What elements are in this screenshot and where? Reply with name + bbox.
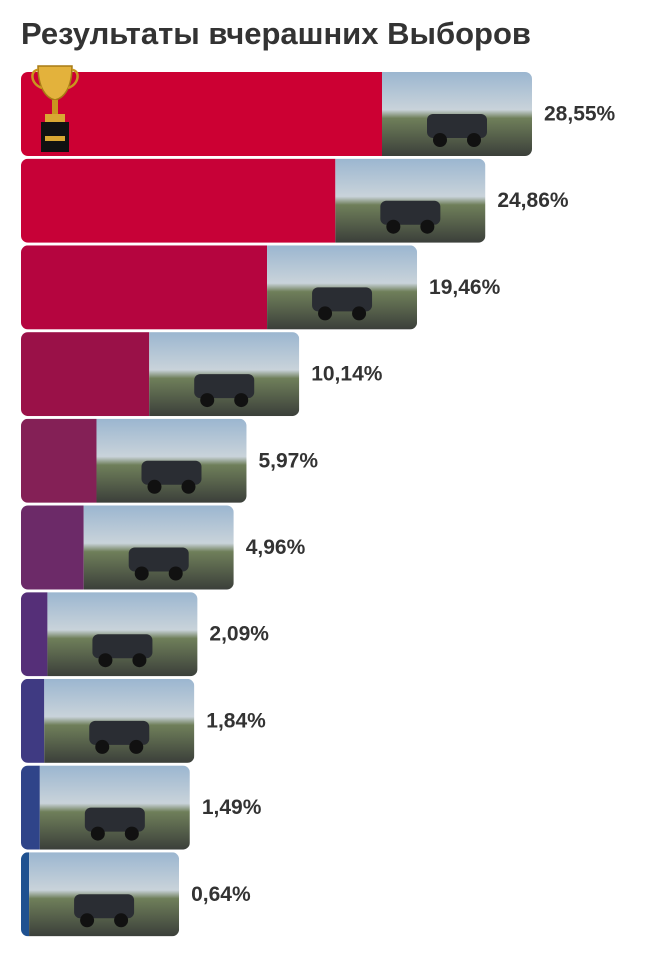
bar [21,592,48,677]
trophy-handles [31,68,79,90]
bar-group [21,418,247,503]
car-body [427,114,487,138]
wheel [352,306,367,321]
wheel [129,739,144,754]
wheel [181,479,196,494]
bar [21,765,40,850]
wheel [98,653,113,668]
wheel [95,739,110,754]
bar [21,505,84,590]
value-label: 1,49% [202,796,262,819]
trophy-plate [45,136,65,141]
wheel [386,219,401,234]
car-body [128,547,189,572]
trophy-top-base [45,114,65,122]
bar-group [21,765,190,850]
car-body [92,634,153,659]
bar [21,72,382,156]
value-label: 1,84% [206,709,266,732]
bar [21,418,97,503]
wheel [134,566,149,581]
wheel [234,393,249,408]
car-body [74,894,135,919]
car-body [194,374,255,399]
wheel [200,393,215,408]
bar-group [21,505,234,590]
bar [21,678,45,763]
wheel [420,219,435,234]
value-label: 4,96% [246,536,306,559]
value-label: 28,55% [544,103,616,126]
bar [21,332,150,417]
trophy-cup [37,65,73,101]
bar [21,158,336,243]
bar-group [21,72,532,156]
bar [21,852,30,937]
wheel [132,653,147,668]
wheel [114,913,129,928]
value-label: 19,46% [429,276,501,299]
wheel [168,566,183,581]
bar-group [21,332,300,417]
chart-title: Результаты вчерашних Выборов [21,16,531,51]
wheel [318,306,333,321]
car-body [84,807,145,832]
bar-group [21,852,180,937]
bar-group [21,245,418,330]
value-label: 10,14% [311,363,383,386]
value-label: 2,09% [209,623,269,646]
wheel [80,913,95,928]
car-body [380,200,441,225]
value-label: 0,64% [191,883,251,906]
wheel [433,133,447,147]
bar-group [21,158,486,243]
value-label: 24,86% [497,189,569,212]
wheel [124,826,139,841]
wheel [147,479,162,494]
value-label: 5,97% [258,449,318,472]
car-body [141,460,202,485]
trophy-stem [52,100,58,114]
wheel [467,133,481,147]
car-body [89,720,150,745]
car-body [312,287,373,312]
wheel [90,826,105,841]
bar-group [21,592,198,677]
bar [21,245,268,330]
trophy-icon [31,65,79,152]
bar-group [21,678,195,763]
